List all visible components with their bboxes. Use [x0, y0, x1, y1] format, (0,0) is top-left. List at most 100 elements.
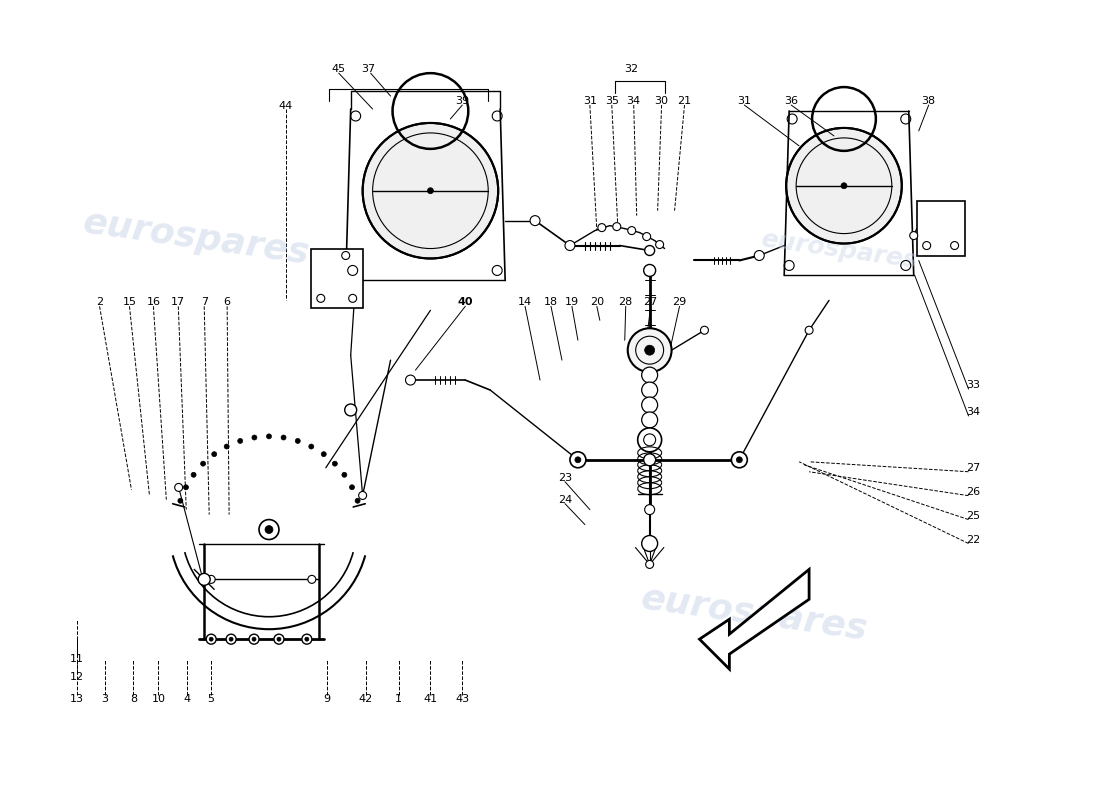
- Text: 27: 27: [644, 298, 658, 307]
- Text: 17: 17: [172, 298, 186, 307]
- Circle shape: [644, 454, 656, 466]
- Circle shape: [342, 251, 350, 259]
- Text: 6: 6: [223, 298, 231, 307]
- Circle shape: [207, 575, 216, 583]
- Text: 22: 22: [967, 534, 980, 545]
- Circle shape: [644, 265, 656, 277]
- Circle shape: [211, 452, 217, 457]
- Text: 18: 18: [543, 298, 558, 307]
- Circle shape: [332, 461, 338, 466]
- Text: 4: 4: [184, 694, 190, 704]
- Circle shape: [191, 472, 196, 478]
- Circle shape: [178, 498, 183, 503]
- Text: 8: 8: [130, 694, 138, 704]
- Circle shape: [575, 457, 581, 462]
- Text: 3: 3: [101, 694, 108, 704]
- Text: 25: 25: [967, 510, 980, 521]
- Circle shape: [252, 435, 257, 440]
- Circle shape: [755, 250, 764, 261]
- Text: 11: 11: [69, 654, 84, 664]
- Circle shape: [805, 326, 813, 334]
- Circle shape: [175, 483, 183, 491]
- Circle shape: [350, 485, 354, 490]
- Circle shape: [910, 231, 917, 239]
- Circle shape: [265, 526, 273, 534]
- Text: 37: 37: [362, 64, 376, 74]
- Text: 20: 20: [590, 298, 604, 307]
- Circle shape: [645, 505, 654, 514]
- Circle shape: [641, 382, 658, 398]
- Text: 27: 27: [967, 462, 980, 473]
- Text: 30: 30: [654, 96, 669, 106]
- Text: 43: 43: [455, 694, 470, 704]
- Circle shape: [613, 222, 620, 230]
- Circle shape: [258, 519, 279, 539]
- Text: eurospares: eurospares: [759, 228, 918, 274]
- Circle shape: [200, 461, 206, 466]
- Circle shape: [359, 491, 366, 499]
- Circle shape: [428, 188, 433, 194]
- Text: 10: 10: [152, 694, 165, 704]
- Circle shape: [224, 444, 229, 449]
- Circle shape: [628, 226, 636, 234]
- Circle shape: [355, 498, 360, 503]
- Text: 34: 34: [627, 96, 641, 106]
- Text: 36: 36: [784, 96, 799, 106]
- Circle shape: [209, 637, 213, 641]
- Circle shape: [597, 224, 606, 231]
- Circle shape: [701, 326, 708, 334]
- Circle shape: [305, 637, 309, 641]
- Circle shape: [282, 435, 286, 440]
- Circle shape: [344, 404, 356, 416]
- Text: eurospares: eurospares: [639, 582, 870, 647]
- Circle shape: [206, 634, 217, 644]
- Text: 16: 16: [146, 298, 161, 307]
- Circle shape: [842, 182, 847, 189]
- Text: 12: 12: [69, 672, 84, 682]
- Text: 32: 32: [625, 64, 639, 74]
- Text: 31: 31: [583, 96, 597, 106]
- Circle shape: [406, 375, 416, 385]
- Text: 13: 13: [69, 694, 84, 704]
- Circle shape: [227, 634, 236, 644]
- Text: 28: 28: [618, 298, 632, 307]
- Text: 1: 1: [395, 694, 402, 704]
- Circle shape: [252, 637, 256, 641]
- Circle shape: [277, 637, 280, 641]
- Circle shape: [732, 452, 747, 468]
- Text: 2: 2: [96, 298, 103, 307]
- Text: 14: 14: [518, 298, 532, 307]
- Text: 39: 39: [455, 96, 470, 106]
- Circle shape: [266, 434, 272, 439]
- Circle shape: [238, 438, 243, 443]
- FancyBboxPatch shape: [311, 249, 363, 308]
- Circle shape: [308, 575, 316, 583]
- Text: 40: 40: [458, 298, 473, 307]
- Circle shape: [274, 634, 284, 644]
- Text: 9: 9: [323, 694, 330, 704]
- Circle shape: [641, 397, 658, 413]
- Text: 35: 35: [605, 96, 619, 106]
- Text: 5: 5: [208, 694, 214, 704]
- Circle shape: [656, 241, 663, 249]
- Circle shape: [570, 452, 586, 468]
- Text: 29: 29: [672, 298, 686, 307]
- Circle shape: [645, 345, 654, 355]
- Text: eurospares: eurospares: [80, 206, 311, 271]
- Text: 33: 33: [967, 380, 980, 390]
- Circle shape: [638, 428, 661, 452]
- Circle shape: [641, 367, 658, 383]
- Text: 31: 31: [737, 96, 751, 106]
- Circle shape: [229, 637, 233, 641]
- Circle shape: [641, 412, 658, 428]
- Circle shape: [641, 535, 658, 551]
- Circle shape: [530, 216, 540, 226]
- Text: 19: 19: [565, 298, 579, 307]
- Text: 34: 34: [967, 407, 980, 417]
- Circle shape: [628, 328, 672, 372]
- Circle shape: [736, 457, 743, 462]
- Text: 26: 26: [967, 486, 980, 497]
- Circle shape: [646, 561, 653, 569]
- Circle shape: [249, 634, 258, 644]
- Text: 41: 41: [424, 694, 438, 704]
